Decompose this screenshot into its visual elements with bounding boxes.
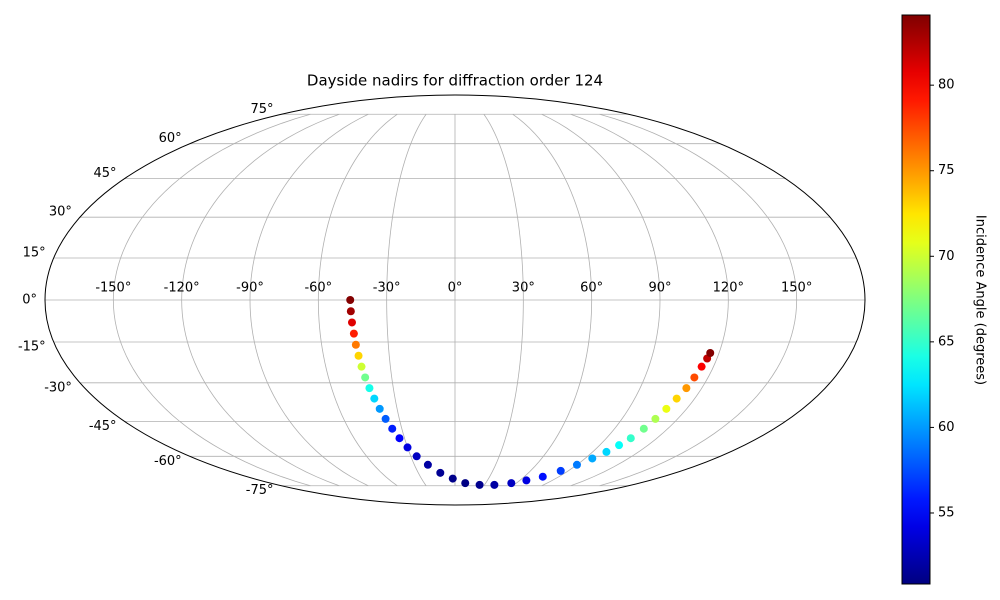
data-point	[365, 384, 374, 393]
data-point	[351, 340, 360, 349]
data-point	[436, 468, 445, 477]
colorbar-tick-label: 70	[938, 249, 955, 264]
grid-line	[181, 113, 340, 487]
grid-line	[317, 113, 398, 487]
data-point	[403, 443, 412, 452]
x-tick-label: 0°	[448, 281, 463, 296]
y-tick-label: -15°	[18, 339, 46, 354]
colorbar-tick-label: 55	[938, 505, 955, 520]
data-point	[651, 414, 660, 423]
data-point	[697, 362, 706, 371]
colorbar-tick-label: 60	[938, 420, 955, 435]
grid-line	[541, 113, 661, 487]
x-tick-label: 120°	[713, 281, 744, 296]
x-tick-label: 150°	[781, 281, 812, 296]
y-tick-label: -30°	[44, 380, 72, 395]
x-tick-label: -60°	[304, 281, 332, 296]
data-point	[423, 460, 432, 469]
data-point	[706, 349, 715, 358]
colorbar-tick-label: 80	[938, 78, 955, 93]
x-tick-label: -30°	[373, 281, 401, 296]
colorbar-tick-label: 75	[938, 163, 955, 178]
data-point	[346, 307, 355, 316]
data-point	[507, 479, 516, 488]
map-outline	[44, 94, 866, 506]
y-tick-label: 45°	[94, 166, 117, 181]
data-point	[354, 351, 363, 360]
data-point	[490, 480, 499, 489]
data-point	[370, 394, 379, 403]
data-point	[361, 373, 370, 382]
grid-line	[483, 114, 524, 486]
data-point	[357, 362, 366, 371]
x-tick-label: 60°	[580, 281, 603, 296]
data-point	[395, 434, 404, 443]
data-point	[672, 394, 681, 403]
y-tick-label: -75°	[246, 483, 274, 498]
data-point	[461, 479, 470, 488]
y-tick-label: 15°	[23, 246, 46, 261]
colorbar-tick-label: 65	[938, 334, 955, 349]
data-point	[381, 414, 390, 423]
grid-line	[386, 114, 427, 486]
y-tick-label: 0°	[22, 293, 37, 308]
data-point	[346, 296, 355, 304]
data-point	[538, 472, 547, 481]
data-point	[522, 476, 531, 485]
data-point	[375, 404, 384, 413]
chart-title: Dayside nadirs for diffraction order 124	[307, 72, 603, 90]
data-point	[556, 466, 565, 475]
x-tick-label: 30°	[512, 281, 535, 296]
y-tick-label: -45°	[89, 419, 117, 434]
data-point	[572, 460, 581, 469]
grid-line	[512, 113, 593, 487]
data-point	[388, 424, 397, 433]
data-point	[682, 384, 691, 393]
x-tick-label: -90°	[236, 281, 264, 296]
data-point	[588, 454, 597, 463]
data-point	[690, 373, 699, 382]
x-tick-label: -120°	[164, 281, 200, 296]
y-tick-label: 60°	[159, 131, 182, 146]
colorbar	[901, 14, 931, 585]
x-tick-label: -150°	[95, 281, 131, 296]
data-point	[349, 329, 358, 338]
data-point	[615, 441, 624, 450]
data-point	[412, 452, 421, 461]
data-point	[602, 447, 611, 456]
data-point	[639, 424, 648, 433]
y-tick-label: -60°	[154, 454, 182, 469]
grid-line	[599, 113, 798, 487]
x-tick-label: 90°	[648, 281, 671, 296]
y-tick-label: 75°	[250, 102, 273, 117]
data-point	[662, 404, 671, 413]
data-point	[475, 480, 484, 489]
grid-line	[570, 113, 729, 487]
y-tick-label: 30°	[49, 205, 72, 220]
data-point	[626, 434, 635, 443]
data-point	[347, 318, 356, 327]
grid-line	[249, 113, 369, 487]
colorbar-label: Incidence Angle (degrees)	[973, 215, 988, 385]
data-point	[448, 474, 457, 483]
grid-line	[112, 113, 311, 487]
